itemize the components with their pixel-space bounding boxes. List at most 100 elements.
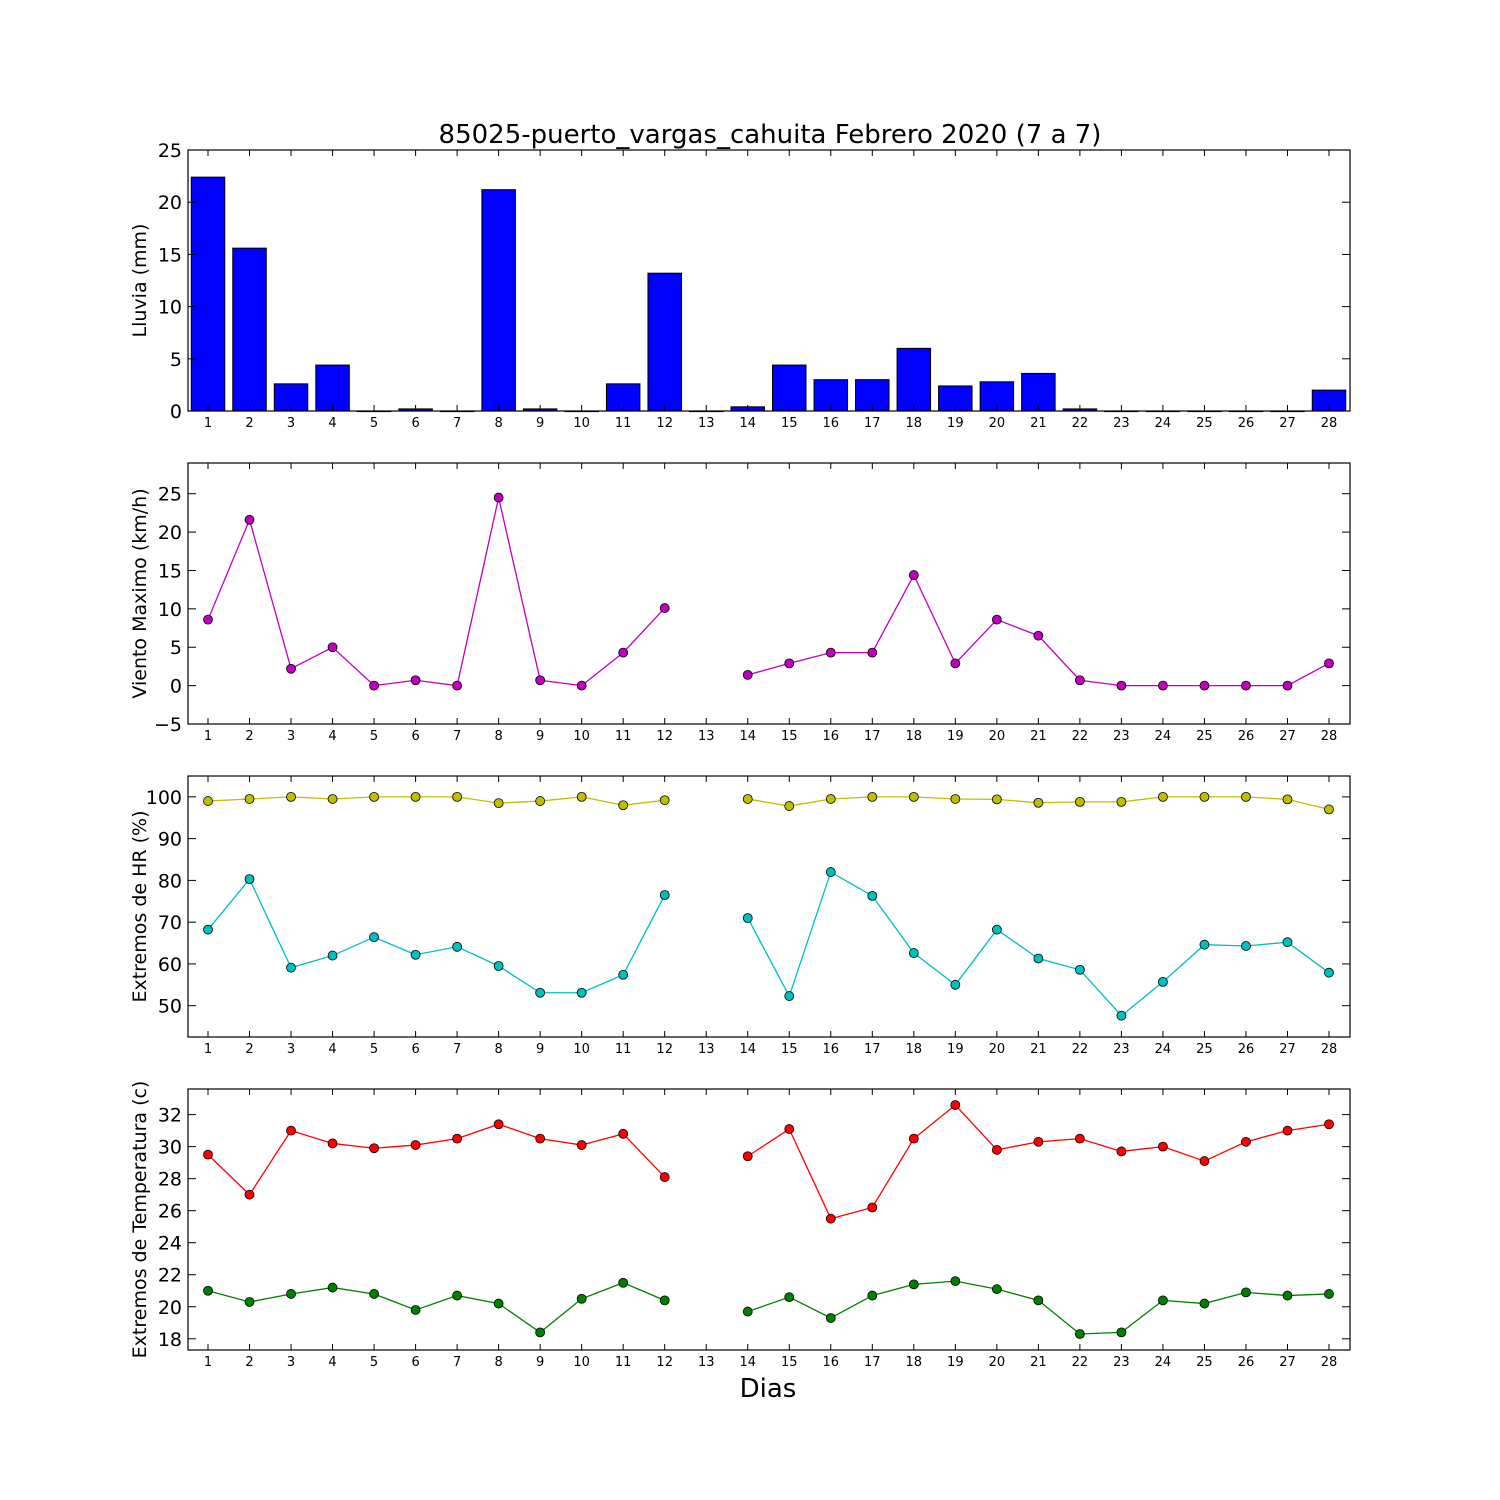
x-tick-label: 20 [989, 729, 1006, 744]
y-tick-label: 20 [158, 192, 182, 214]
y-tick-label: 5 [170, 637, 182, 659]
x-tick-label: 27 [1279, 729, 1296, 744]
x-tick-label: 28 [1321, 416, 1338, 431]
x-tick-label: 14 [739, 416, 756, 431]
temp-min-point-5 [369, 1289, 379, 1299]
wind-point-3 [286, 663, 296, 674]
x-tick-label: 1 [204, 1042, 212, 1057]
hr-max-point-28 [1324, 804, 1334, 815]
wind-point-22 [1074, 675, 1085, 686]
x-tick-label: 13 [698, 1355, 715, 1370]
x-tick-label: 26 [1238, 416, 1255, 431]
x-tick-label: 27 [1279, 1042, 1296, 1057]
y-tick-label: 10 [158, 599, 182, 621]
wind-point-14 [742, 669, 753, 680]
y-tick-label: 20 [158, 1297, 182, 1319]
y-tick-label: 0 [170, 401, 182, 423]
temp-max-point-25 [1199, 1156, 1210, 1166]
hr-max-point-14 [742, 794, 753, 804]
x-tick-label: 15 [781, 1042, 798, 1057]
hr-min-point-19 [950, 979, 961, 990]
x-tick-label: 21 [1030, 1042, 1047, 1057]
hr-max-point-6 [410, 791, 421, 802]
x-tick-label: 21 [1030, 1355, 1047, 1370]
x-tick-label: 8 [494, 1355, 502, 1370]
temp-max-line [207, 1123, 666, 1196]
x-tick-label: 7 [453, 416, 461, 431]
hr-min-point-1 [203, 924, 213, 935]
x-tick-label: 7 [453, 1042, 461, 1057]
hr-min-point-15 [784, 991, 795, 1001]
temp-max-point-26 [1241, 1136, 1251, 1147]
x-tick-label: 19 [947, 1042, 964, 1057]
hr-max-point-21 [1033, 797, 1044, 808]
wind-point-7 [452, 680, 463, 691]
temp-min-point-28 [1324, 1289, 1334, 1299]
x-tick-label: 26 [1238, 1355, 1255, 1370]
y-axis-label: Extremos de Temperatura (c) [129, 1081, 151, 1359]
temp-max-point-23 [1116, 1146, 1127, 1157]
temp-max-point-14 [742, 1151, 753, 1162]
temp-max-point-10 [576, 1140, 587, 1150]
wind-point-11 [618, 647, 629, 658]
x-tick-label: 20 [989, 1042, 1006, 1057]
temp-max-point-19 [950, 1100, 961, 1110]
y-axis-label: Viento Maximo (km/h) [129, 488, 151, 698]
wind-point-17 [867, 647, 878, 658]
y-tick-label: 0 [170, 676, 182, 698]
bar-8 [481, 189, 516, 412]
temp-max-point-16 [825, 1213, 836, 1224]
x-tick-label: 7 [453, 1355, 461, 1370]
hr-min-point-25 [1199, 939, 1210, 950]
wind-point-19 [950, 658, 961, 669]
hr-min-point-11 [618, 969, 629, 980]
temp-min-point-9 [535, 1327, 546, 1338]
x-tick-label: 24 [1155, 1042, 1172, 1057]
bar-15 [772, 364, 807, 412]
x-tick-label: 16 [823, 729, 840, 744]
temp-max-point-2 [244, 1189, 255, 1200]
x-tick-label: 27 [1279, 416, 1296, 431]
x-tick-label: 9 [536, 1355, 544, 1370]
y-tick-label: 60 [158, 954, 182, 976]
x-tick-label: 8 [494, 1042, 502, 1057]
x-tick-label: 28 [1321, 1042, 1338, 1057]
x-tick-label: 2 [245, 1042, 253, 1057]
x-tick-label: 17 [864, 1042, 881, 1057]
x-tick-label: 19 [947, 729, 964, 744]
hr-min-point-5 [369, 932, 379, 943]
wind-point-9 [535, 675, 546, 686]
temp-max-point-22 [1074, 1133, 1085, 1144]
x-tick-label: 25 [1196, 1042, 1213, 1057]
x-tick-label: 24 [1155, 729, 1172, 744]
hr-min-point-3 [286, 962, 296, 973]
hr-max-point-15 [784, 801, 795, 811]
temp-min-point-17 [867, 1290, 878, 1301]
temp-min-point-8 [493, 1298, 504, 1309]
hr-max-point-1 [203, 796, 213, 806]
y-tick-label: 26 [158, 1201, 182, 1223]
x-tick-label: 19 [947, 1355, 964, 1370]
temp-min-point-24 [1158, 1295, 1168, 1306]
hr-min-point-26 [1241, 941, 1251, 951]
y-tick-label: 100 [146, 787, 182, 809]
hr-max-point-17 [867, 791, 878, 802]
y-tick-label: 28 [158, 1169, 182, 1191]
hr-min-point-18 [908, 948, 919, 958]
x-tick-label: 6 [411, 729, 419, 744]
x-tick-label: 4 [328, 416, 336, 431]
x-axis-label: Dias [740, 1374, 797, 1404]
x-tick-label: 12 [656, 1355, 673, 1370]
temp-min-point-27 [1282, 1290, 1293, 1301]
temp-min-point-18 [908, 1279, 919, 1290]
x-tick-label: 20 [989, 1355, 1006, 1370]
hr-min-point-14 [742, 913, 753, 923]
temp-min-point-1 [203, 1285, 213, 1296]
wind-point-20 [991, 614, 1002, 625]
wind-line [207, 497, 666, 687]
x-tick-label: 3 [287, 1355, 295, 1370]
hr-min-point-16 [825, 867, 836, 877]
hr-max-point-8 [493, 798, 504, 809]
x-tick-label: 15 [781, 729, 798, 744]
x-tick-label: 6 [411, 1355, 419, 1370]
